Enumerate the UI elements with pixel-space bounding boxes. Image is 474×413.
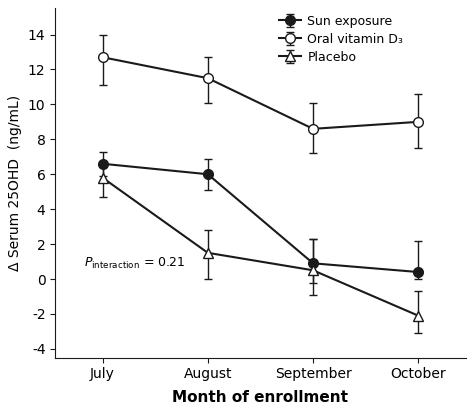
Text: $P_{\mathrm{interaction}}$ = 0.21: $P_{\mathrm{interaction}}$ = 0.21 — [84, 256, 186, 271]
Legend: Sun exposure, Oral vitamin D₃, Placebo: Sun exposure, Oral vitamin D₃, Placebo — [275, 11, 407, 68]
Y-axis label: Δ Serum 25OHD  (ng/mL): Δ Serum 25OHD (ng/mL) — [9, 95, 22, 271]
X-axis label: Month of enrollment: Month of enrollment — [173, 390, 348, 405]
